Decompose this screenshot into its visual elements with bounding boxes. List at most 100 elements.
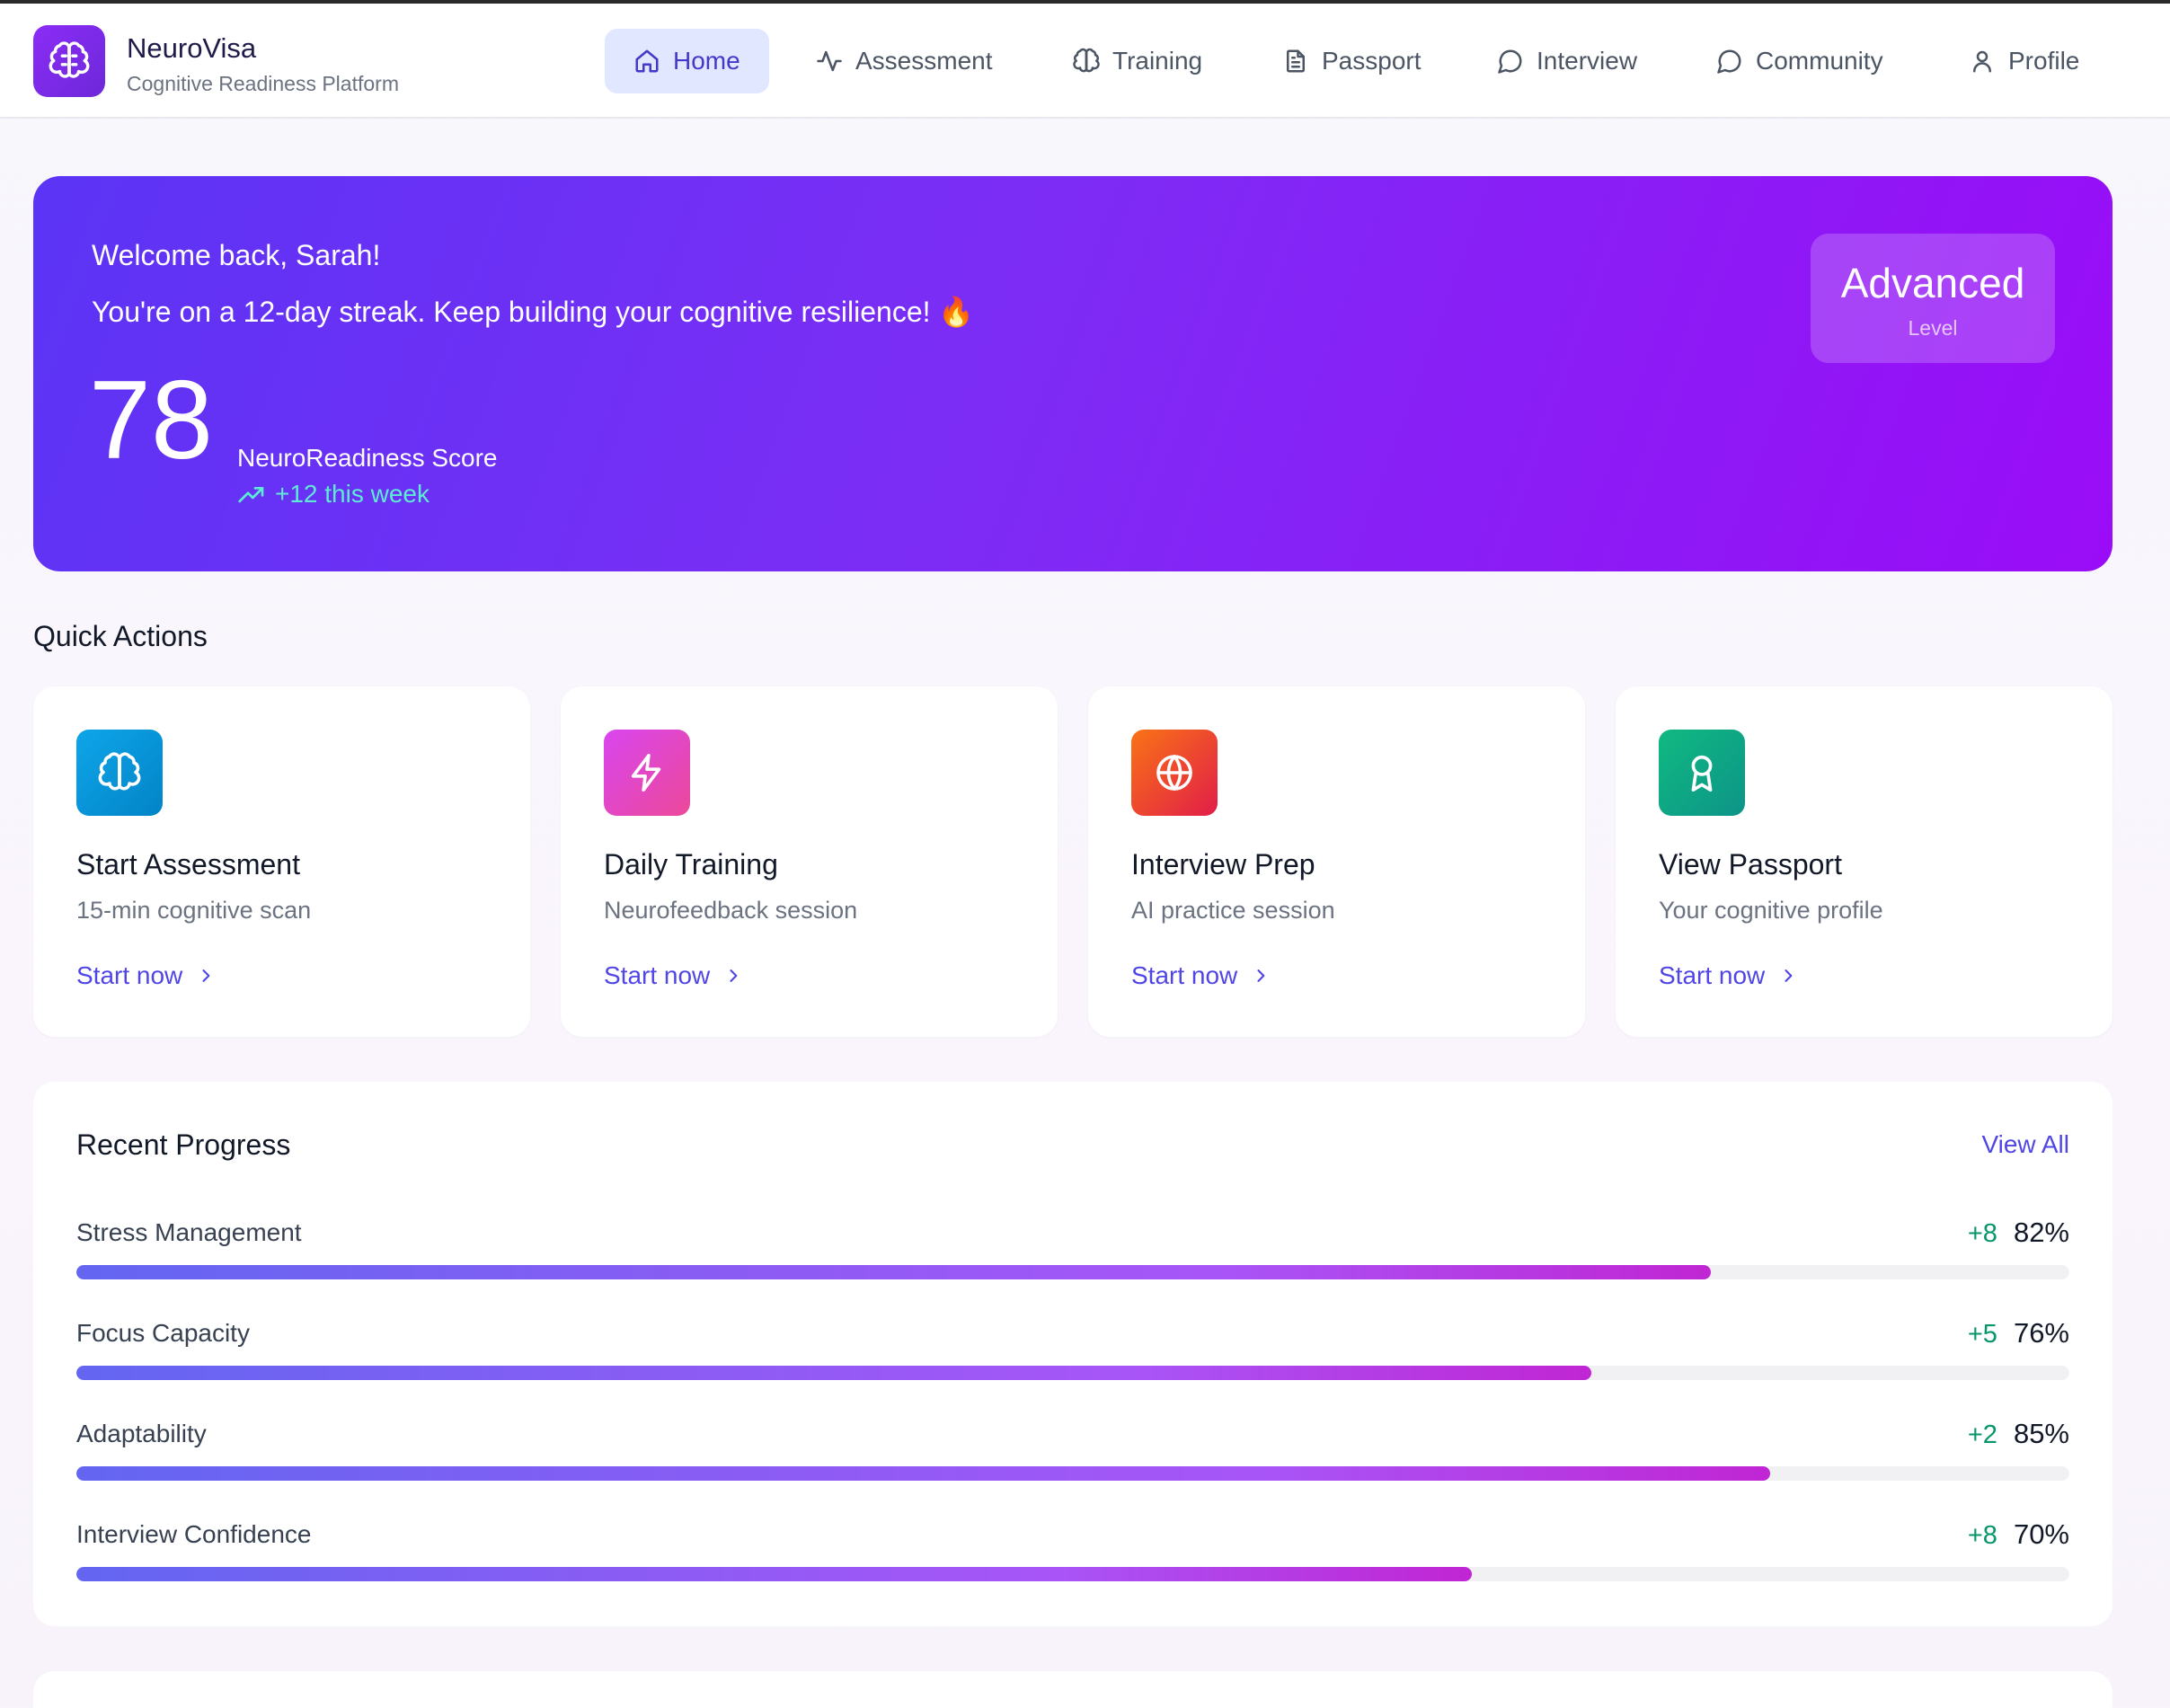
nav-label: Home (673, 47, 740, 75)
chat-bubble-icon (1717, 49, 1741, 74)
link-label: Start now (1131, 961, 1238, 989)
brand-subtitle: Cognitive Readiness Platform (127, 72, 399, 95)
chevron-right-icon (202, 969, 210, 982)
globe-icon (1156, 755, 1192, 791)
metric-value: 85% (2013, 1418, 2069, 1449)
level-badge: Advanced Level (1811, 234, 2055, 363)
main-nav: Home Assessment Training Passport Interv… (0, 29, 2170, 93)
action-card-daily-training[interactable]: Daily Training Neurofeedback session Sta… (561, 686, 1058, 1037)
nav-item-home[interactable]: Home (605, 29, 769, 93)
card-subtitle: Neurofeedback session (604, 897, 858, 924)
progress-track (76, 1265, 2069, 1279)
nav-item-interview[interactable]: Interview (1468, 29, 1666, 93)
action-card-view-passport[interactable]: View Passport Your cognitive profile Sta… (1616, 686, 2112, 1037)
progress-fill (76, 1466, 1771, 1481)
metric-value: 76% (2013, 1317, 2069, 1349)
link-label: Start now (76, 961, 183, 989)
nav-item-assessment[interactable]: Assessment (787, 29, 1022, 93)
card-title: Start Assessment (76, 848, 300, 881)
metric-value: 82% (2013, 1217, 2069, 1248)
metric-name: Interview Confidence (76, 1520, 312, 1548)
card-title: Daily Training (604, 848, 778, 881)
metric-stats: +5 76% (1968, 1317, 2069, 1350)
trending-up-icon (238, 487, 264, 503)
brain-icon (98, 752, 141, 791)
nav-item-profile[interactable]: Profile (1940, 29, 2108, 93)
card-title: Interview Prep (1131, 848, 1315, 881)
nav-label: Profile (2008, 47, 2080, 75)
nav-item-passport[interactable]: Passport (1253, 29, 1450, 93)
home-icon (635, 49, 659, 73)
metric-value: 70% (2013, 1518, 2069, 1550)
metric-delta: +8 (1967, 1521, 1997, 1550)
nav-label: Training (1112, 47, 1203, 75)
nav-label: Interview (1537, 47, 1638, 75)
document-icon (1287, 49, 1305, 73)
card-subtitle: AI practice session (1131, 897, 1335, 924)
action-card-interview-prep[interactable]: Interview Prep AI practice session Start… (1088, 686, 1585, 1037)
award-icon (1691, 755, 1713, 792)
metric-stats: +2 85% (1968, 1418, 2069, 1450)
level-value: Advanced (1840, 260, 2025, 306)
card-subtitle: 15-min cognitive scan (76, 897, 312, 924)
score-trend: +12 this week (237, 480, 430, 509)
card-icon-tile (1131, 730, 1218, 816)
chevron-right-icon (1257, 969, 1265, 982)
chevron-right-icon (730, 969, 738, 982)
card-icon-tile (1659, 730, 1745, 816)
next-section-panel (33, 1671, 2112, 1708)
brand-name: NeuroVisa (127, 32, 257, 64)
recent-progress-title: Recent Progress (76, 1128, 291, 1161)
welcome-message: Welcome back, Sarah! (92, 239, 381, 271)
user-icon (1973, 50, 1991, 73)
progress-fill (76, 1265, 1711, 1279)
brain-icon (1073, 48, 1100, 73)
view-all-link[interactable]: View All (1981, 1130, 2069, 1158)
metric-stats: +8 70% (1968, 1518, 2069, 1551)
activity-icon (817, 50, 842, 72)
start-now-link[interactable]: Start now (76, 961, 215, 990)
card-icon-tile (76, 730, 163, 816)
quick-actions-title: Quick Actions (33, 620, 208, 652)
brain-icon (49, 41, 90, 78)
link-label: Start now (1659, 961, 1766, 989)
streak-message: You're on a 12-day streak. Keep building… (92, 296, 975, 328)
neuroreadiness-score: 78 (89, 358, 213, 482)
nav-item-community[interactable]: Community (1687, 29, 1912, 93)
level-label: Level (1908, 316, 1958, 340)
metric-stats: +8 82% (1968, 1217, 2069, 1249)
progress-metric: Interview Confidence +8 70% (76, 1518, 2069, 1592)
chat-bubble-icon (1498, 49, 1522, 74)
nav-label: Passport (1322, 47, 1422, 75)
link-label: Start now (604, 961, 711, 989)
progress-fill (76, 1366, 1591, 1380)
card-title: View Passport (1659, 848, 1842, 881)
top-header: NeuroVisa Cognitive Readiness Platform H… (0, 4, 2170, 119)
metric-delta: +8 (1967, 1219, 1997, 1248)
score-label: NeuroReadiness Score (237, 444, 498, 472)
window-top-border (0, 0, 2170, 4)
chevron-right-icon (1785, 969, 1793, 982)
card-subtitle: Your cognitive profile (1659, 897, 1883, 924)
start-now-link[interactable]: Start now (604, 961, 742, 990)
recent-progress-panel: Recent Progress View All Stress Manageme… (33, 1082, 2112, 1626)
metric-name: Focus Capacity (76, 1319, 250, 1347)
lightning-icon (631, 754, 661, 792)
start-now-link[interactable]: Start now (1659, 961, 1797, 990)
progress-fill (76, 1567, 1472, 1581)
metric-name: Adaptability (76, 1420, 207, 1447)
nav-label: Community (1756, 47, 1883, 75)
progress-track (76, 1567, 2069, 1581)
nav-item-training[interactable]: Training (1044, 29, 1231, 93)
progress-track (76, 1366, 2069, 1380)
metric-delta: +2 (1967, 1420, 1997, 1449)
progress-metric: Focus Capacity +5 76% (76, 1317, 2069, 1391)
action-card-start-assessment[interactable]: Start Assessment 15-min cognitive scan S… (33, 686, 530, 1037)
metric-name: Stress Management (76, 1218, 302, 1246)
start-now-link[interactable]: Start now (1131, 961, 1270, 990)
card-icon-tile (604, 730, 690, 816)
nav-label: Assessment (855, 47, 993, 75)
progress-track (76, 1466, 2069, 1481)
brand-logo[interactable] (33, 25, 105, 97)
progress-metric: Adaptability +2 85% (76, 1418, 2069, 1491)
